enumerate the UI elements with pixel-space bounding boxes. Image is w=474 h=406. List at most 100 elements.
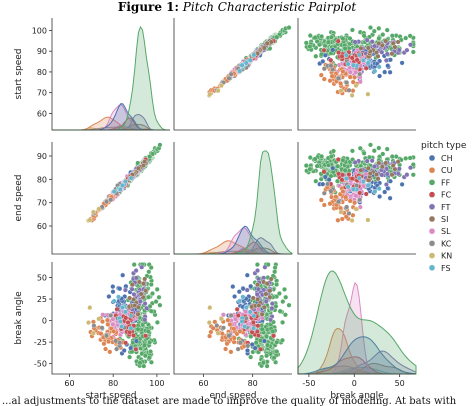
point-FF-2-0-230 (145, 328, 151, 334)
point-FS-2-1-5 (251, 313, 257, 319)
point-FF-1-2-161 (371, 148, 377, 154)
point-FF-2-0-254 (142, 342, 148, 348)
point-KC-0-2-11 (321, 66, 327, 72)
point-FS-2-0-2 (128, 325, 134, 331)
point-FF-0-2-254 (326, 39, 331, 45)
point-CH-1-2-52 (322, 174, 328, 180)
point-FC-0-2-11 (363, 65, 369, 71)
point-FF-2-0-255 (147, 339, 153, 345)
point-SI-0-1-10 (261, 45, 267, 51)
point-FF-1-2-244 (335, 163, 341, 169)
point-FC-1-2-19 (349, 176, 355, 182)
panel-1-0: 60 70 80 90 (37, 142, 170, 255)
point-FT-2-1-25 (261, 275, 267, 281)
point-FS-1-2-4 (365, 182, 371, 188)
xlabel-2: break angle (330, 391, 384, 401)
point-FF-2-1-251 (276, 291, 282, 296)
point-SI-0-2-10 (365, 45, 371, 51)
point-KC-1-2-2 (325, 181, 331, 187)
point-KC-2-0-8 (117, 340, 123, 346)
point-KC-2-0-6 (99, 325, 105, 331)
point-FT-2-1-33 (262, 264, 268, 270)
point-FF-2-0-257 (157, 302, 163, 308)
point-FF-2-1-83 (254, 262, 260, 268)
point-FF-2-0-157 (127, 354, 133, 360)
point-FF-2-1-95 (282, 312, 288, 318)
point-KC-1-2-6 (344, 204, 350, 210)
point-FF-1-2-231 (410, 162, 416, 168)
point-KC-0-2-6 (344, 80, 350, 85)
point-SI-1-0-10 (135, 165, 141, 171)
point-FF-0-2-83 (410, 49, 416, 55)
point-SL-1-2-62 (353, 193, 359, 199)
point-SI-2-0-13 (127, 295, 133, 301)
ylabel-0: start speed (14, 48, 24, 99)
point-FC-1-2-24 (336, 171, 342, 177)
point-FF-2-0-222 (154, 319, 160, 325)
point-CH-2-0-19 (110, 289, 116, 295)
point-FC-0-2-8 (354, 57, 360, 63)
point-CU-0-2-26 (329, 73, 335, 79)
point-SI-0-2-1 (383, 38, 389, 44)
point-CU-1-2-44 (350, 212, 356, 218)
point-FF-0-2-234 (342, 45, 348, 51)
panel-2-2: -50 0 50 (297, 262, 417, 388)
footer-text: ...al adjustments to the dataset are mad… (2, 396, 457, 406)
point-FF-1-2-239 (314, 163, 320, 169)
ytick-label-0-70: 70 (37, 89, 47, 98)
legend-marker-FS (428, 264, 436, 271)
point-SI-2-1-14 (264, 281, 270, 287)
point-CH-0-2-22 (377, 73, 383, 79)
point-FS-0-2-9 (350, 62, 356, 68)
point-FT-2-0-33 (139, 264, 145, 270)
legend-marker-KC (428, 240, 436, 247)
point-FF-2-1-204 (277, 308, 283, 314)
point-KC-2-1-9 (226, 333, 232, 339)
point-SL-2-1-62 (232, 316, 238, 322)
point-KN-0-1-1 (215, 88, 221, 94)
point-FT-2-0-7 (129, 286, 135, 292)
point-KN-2-0-2 (87, 305, 93, 311)
point-FF-1-2-230 (340, 157, 346, 163)
point-FF-2-1-201 (274, 282, 280, 287)
point-CH-1-2-3 (399, 181, 405, 187)
point-FF-0-2-42 (307, 33, 313, 39)
point-FT-0-2-17 (352, 39, 358, 45)
point-KN-2-1-2 (207, 305, 213, 311)
point-KN-1-2-1 (338, 209, 344, 215)
point-KC-0-2-8 (328, 63, 334, 69)
point-SI-2-1-10 (261, 304, 267, 310)
point-FT-0-2-25 (396, 47, 402, 53)
point-FS-0-1-9 (239, 62, 245, 68)
point-FS-1-2-7 (376, 186, 382, 192)
ytick-label-2--50: -50 (34, 360, 47, 369)
point-SI-2-1-1 (267, 288, 273, 294)
point-FS-0-1-1 (247, 57, 253, 63)
axis-spine-0-0 (51, 18, 170, 131)
point-CH-0-2-30 (387, 69, 393, 75)
point-SI-0-2-14 (390, 40, 396, 46)
point-FT-2-0-6 (144, 305, 150, 311)
point-KC-1-0-4 (108, 197, 114, 203)
point-FF-2-1-230 (270, 328, 276, 334)
point-SI-2-1-8 (256, 303, 262, 308)
point-CH-0-2-52 (322, 52, 328, 58)
point-KN-1-0-3 (96, 206, 102, 212)
point-KC-2-0-0 (113, 338, 119, 344)
point-FF-1-2-254 (326, 162, 331, 168)
point-FS-2-0-4 (120, 305, 126, 310)
point-KC-2-1-10 (214, 323, 220, 329)
point-CH-2-1-52 (252, 345, 258, 351)
point-SI-0-2-13 (375, 53, 381, 59)
point-FF-2-0-204 (148, 308, 154, 314)
point-FS-0-1-5 (251, 52, 257, 58)
point-FT-2-0-29 (131, 291, 137, 297)
point-FS-0-2-2 (343, 52, 349, 58)
point-CU-1-2-15 (352, 200, 358, 206)
point-FF-2-0-122 (146, 269, 152, 275)
legend-title: pitch type (421, 141, 467, 151)
point-FF-0-2-251 (380, 32, 386, 38)
ytick-label-1-60: 60 (37, 222, 47, 231)
point-FF-2-1-255 (274, 339, 280, 345)
point-FC-1-2-15 (339, 177, 345, 183)
